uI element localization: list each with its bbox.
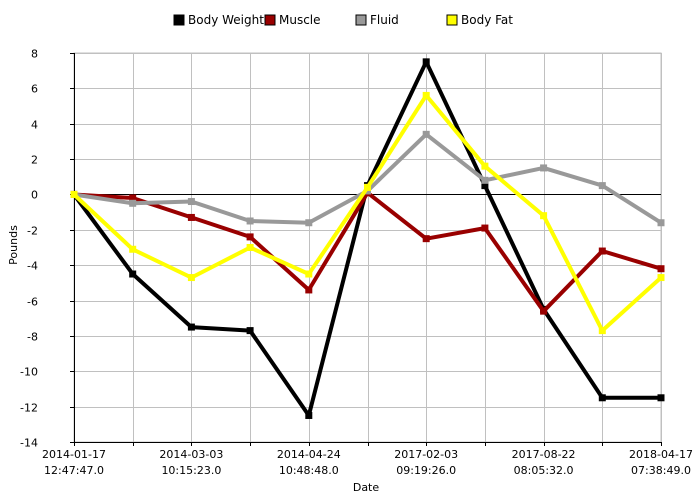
data-point-body-fat xyxy=(70,190,78,198)
legend-swatch-body-weight xyxy=(173,14,185,26)
legend-item-body-weight: Body Weight xyxy=(173,13,264,27)
data-point-body-fat xyxy=(246,244,254,251)
x-tick-label-date: 2017-02-03 xyxy=(394,448,458,461)
data-point-body-weight xyxy=(129,270,137,278)
y-tick-label: 0 xyxy=(31,189,38,202)
legend-label-muscle: Muscle xyxy=(279,13,321,27)
data-point-muscle xyxy=(129,194,137,202)
x-axis: 2014-01-17 12:47:47.0 2014-03-03 10:15:23.0… xyxy=(42,442,693,477)
data-point-fluid xyxy=(540,164,548,172)
x-tick-label-date: 2014-04-24 xyxy=(277,448,341,461)
data-point-muscle xyxy=(657,265,665,273)
data-point-body-fat xyxy=(364,183,371,191)
y-tick-label: 4 xyxy=(31,119,38,132)
data-point-body-fat xyxy=(540,212,548,220)
data-point-body-weight xyxy=(187,323,195,331)
data-point-fluid xyxy=(422,130,430,138)
x-tick-label-time: 10:48:48.0 xyxy=(279,464,339,477)
data-point-body-weight xyxy=(598,394,606,402)
series-body-weight xyxy=(70,58,665,419)
data-point-body-fat xyxy=(129,245,137,253)
data-point-muscle xyxy=(481,224,489,232)
data-point-body-fat xyxy=(657,274,665,282)
data-point-body-weight xyxy=(481,182,489,190)
y-tick-label: -8 xyxy=(27,331,38,344)
data-point-muscle xyxy=(598,247,606,255)
y-tick-label: -10 xyxy=(20,366,38,379)
data-point-fluid xyxy=(246,217,254,225)
series-lines xyxy=(70,58,665,419)
legend-item-fluid: Fluid xyxy=(355,13,399,27)
data-point-muscle xyxy=(246,233,254,241)
legend-swatch-fluid xyxy=(355,14,367,26)
data-point-body-weight xyxy=(422,58,430,66)
legend-swatch-body-fat xyxy=(446,14,458,26)
x-tick-label-date: 2018-04-17 xyxy=(629,448,693,461)
legend-label-body-weight: Body Weight xyxy=(188,13,264,27)
data-point-body-fat xyxy=(481,162,489,170)
data-point-fluid xyxy=(129,199,137,207)
data-point-fluid xyxy=(187,198,195,206)
y-tick-label: 2 xyxy=(31,154,38,167)
legend: Body Weight Muscle Fluid Body Fat xyxy=(173,13,513,27)
data-point-muscle xyxy=(305,286,313,294)
x-tick-label-time: 12:47:47.0 xyxy=(44,464,104,477)
data-point-body-fat xyxy=(422,91,430,99)
x-tick-label-time: 10:15:23.0 xyxy=(161,464,221,477)
data-point-body-fat xyxy=(598,327,606,335)
series-line-body-weight xyxy=(72,59,661,418)
legend-label-body-fat: Body Fat xyxy=(461,13,513,27)
series-body-fat xyxy=(70,91,665,335)
data-point-fluid xyxy=(598,182,606,190)
data-point-fluid xyxy=(657,219,665,227)
legend-label-fluid: Fluid xyxy=(370,13,399,27)
data-point-fluid xyxy=(305,219,313,227)
series-line-body-fat xyxy=(72,93,663,333)
y-tick-label: 8 xyxy=(31,48,38,61)
x-tick-label-date: 2014-03-03 xyxy=(159,448,223,461)
y-tick-label: -14 xyxy=(20,437,38,450)
data-point-fluid xyxy=(481,176,489,184)
x-tick-label-time: 09:19:26.0 xyxy=(396,464,456,477)
y-axis: 8 6 4 2 0 -2 -4 -6 -8 -10 -12 -14 xyxy=(20,48,75,450)
x-tick-label-time: 07:38:49.0 xyxy=(631,464,691,477)
legend-swatch-muscle xyxy=(264,14,276,26)
data-point-body-weight xyxy=(305,411,313,419)
data-point-body-fat xyxy=(187,274,195,282)
data-point-body-fat xyxy=(305,270,313,278)
series-fluid xyxy=(70,130,665,227)
y-tick-label: -4 xyxy=(27,260,38,273)
legend-item-body-fat: Body Fat xyxy=(446,13,513,27)
y-tick-label: 6 xyxy=(31,83,38,96)
series-line-muscle xyxy=(73,190,662,314)
plot-frame xyxy=(73,52,662,443)
y-tick-label: -12 xyxy=(20,402,38,415)
y-tick-label: -2 xyxy=(27,225,38,238)
data-point-muscle xyxy=(187,213,195,221)
grid xyxy=(73,52,662,443)
data-point-muscle xyxy=(540,307,548,315)
x-tick-label-time: 08:05:32.0 xyxy=(514,464,574,477)
x-tick-label-date: 2014-01-17 xyxy=(42,448,106,461)
data-point-muscle xyxy=(422,235,430,243)
data-point-body-weight xyxy=(657,394,665,402)
data-point-body-weight xyxy=(246,327,254,335)
y-tick-label: -6 xyxy=(27,296,38,309)
y-axis-title: Pounds xyxy=(7,225,20,265)
legend-item-muscle: Muscle xyxy=(264,13,321,27)
x-axis-title: Date xyxy=(353,481,380,494)
x-tick-label-date: 2017-08-22 xyxy=(512,448,576,461)
